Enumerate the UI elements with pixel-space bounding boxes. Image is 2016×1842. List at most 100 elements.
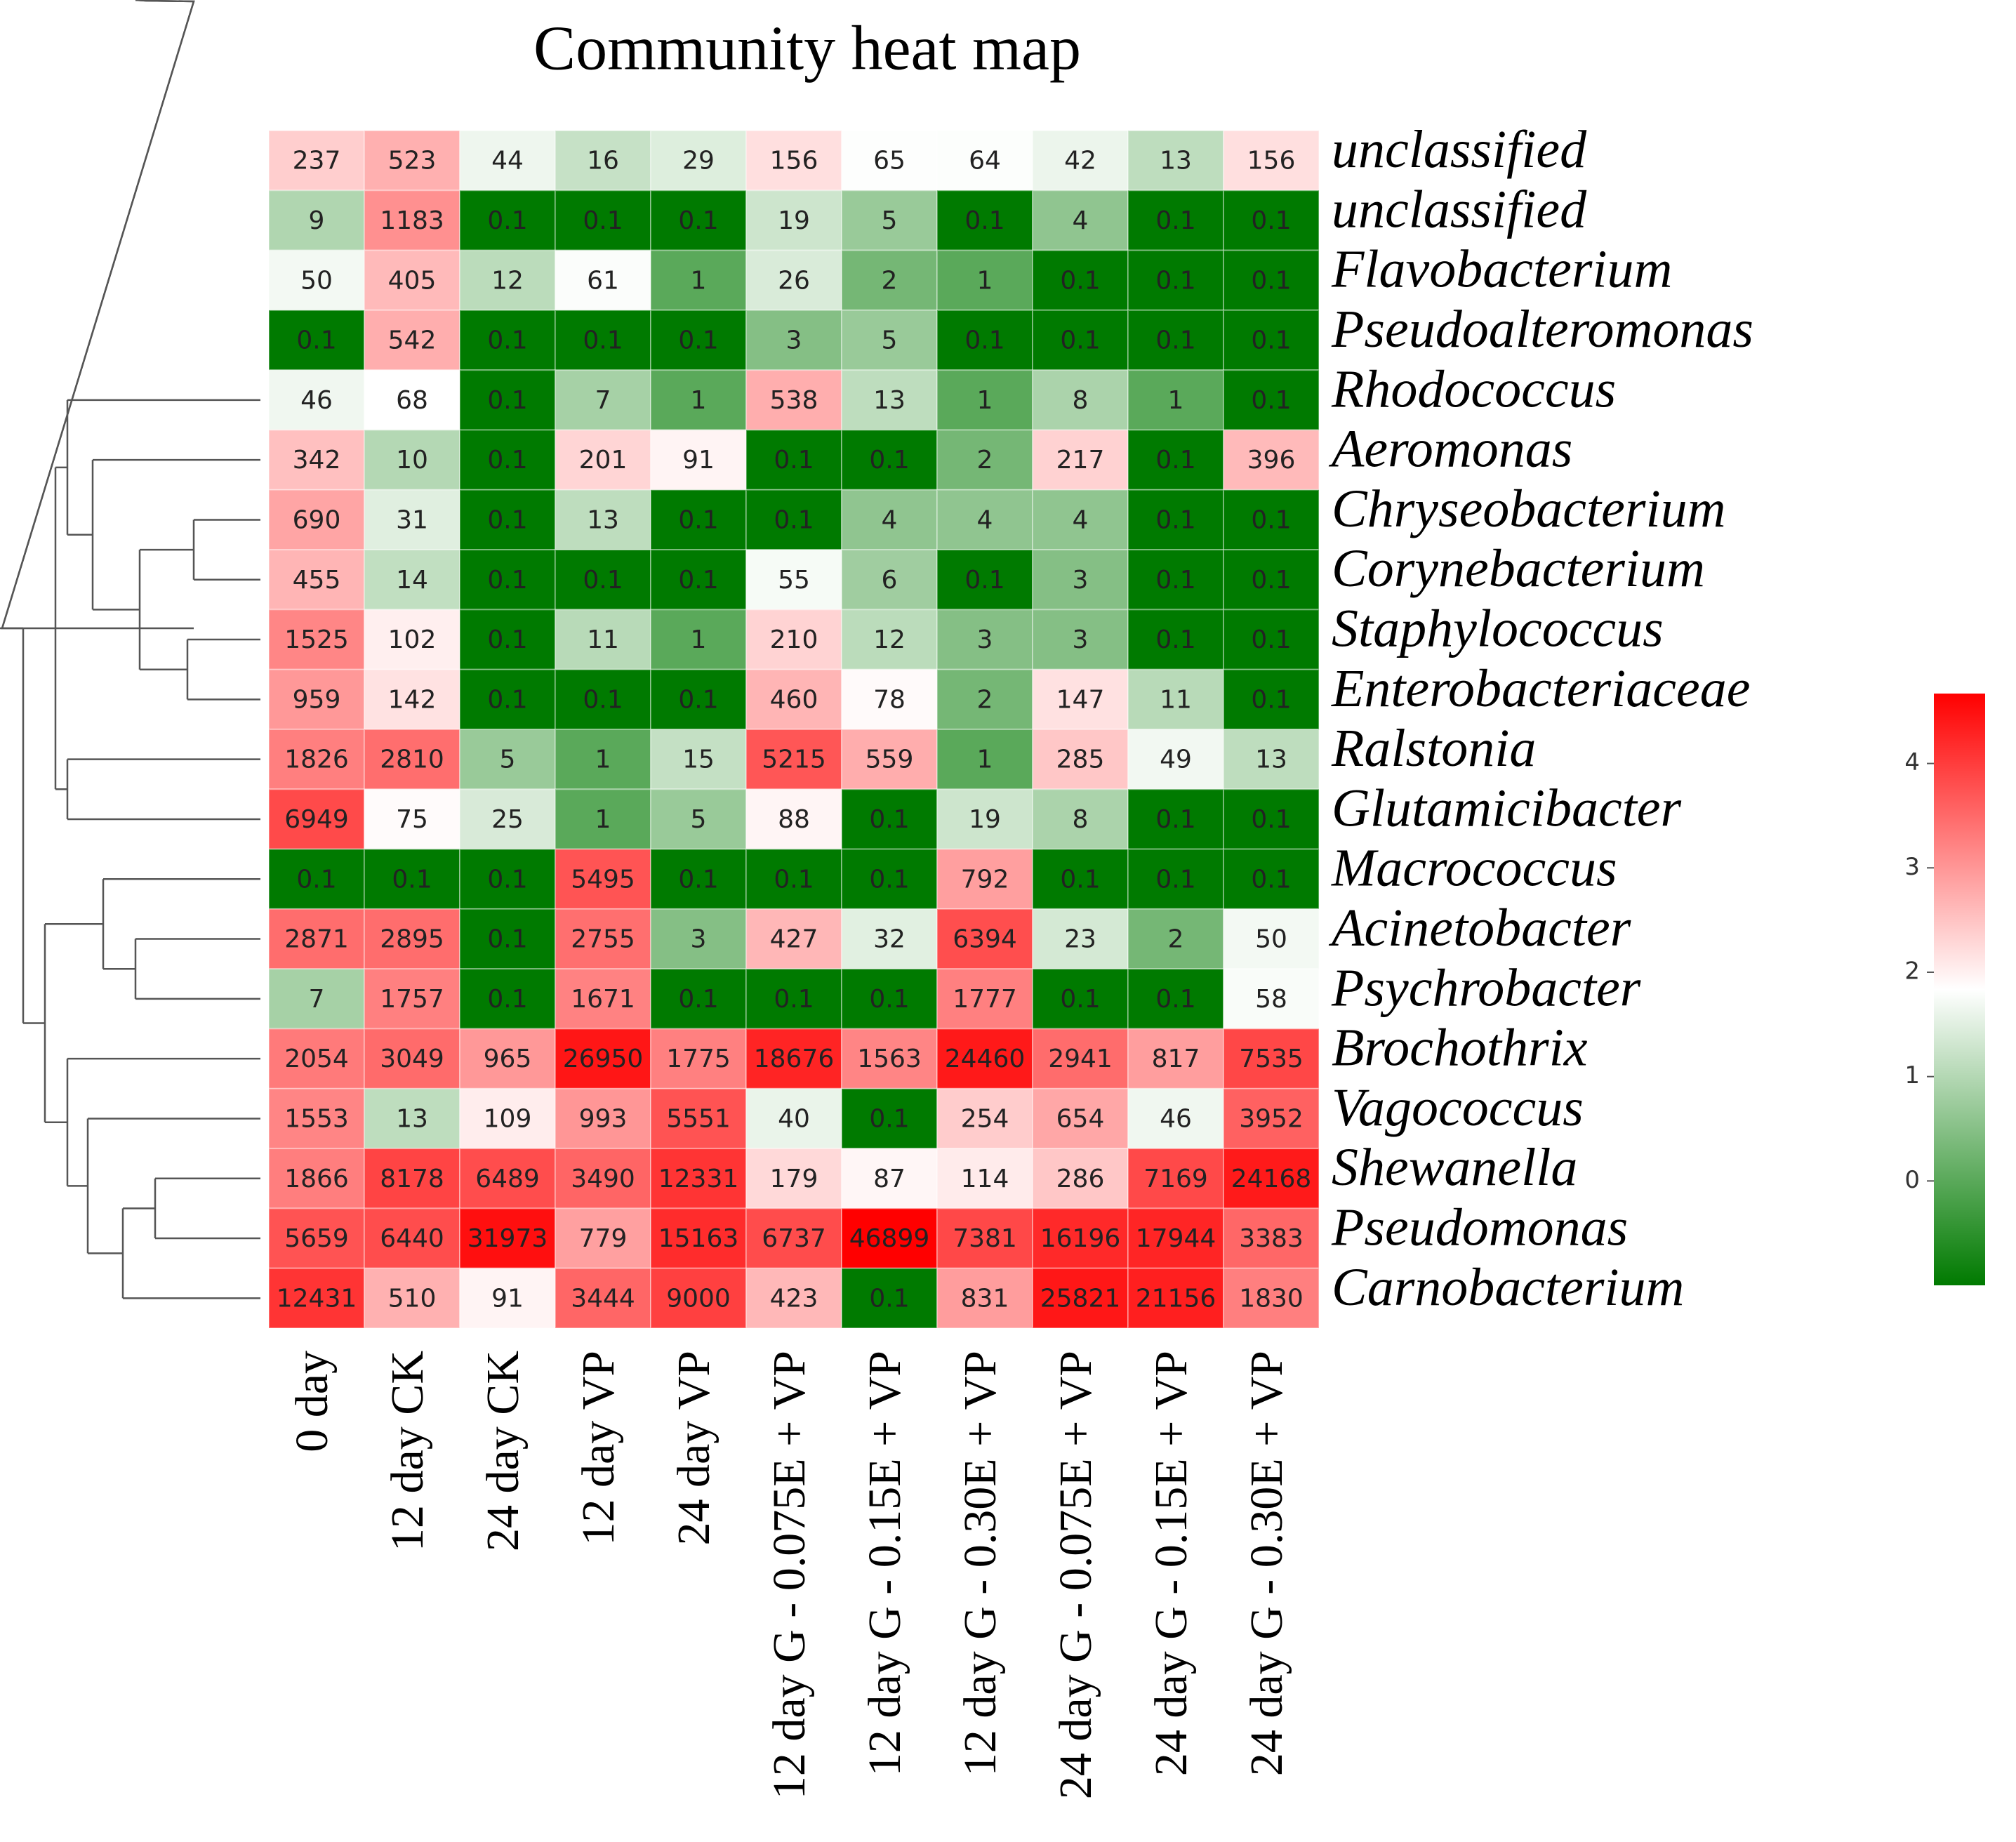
heat-cell (745, 908, 842, 970)
cell-value: 88 (778, 805, 810, 834)
cell-value: 2871 (284, 925, 349, 954)
cell-value: 0.1 (487, 925, 527, 954)
cell-value: 0.1 (1155, 326, 1195, 355)
heat-cell (1127, 489, 1224, 551)
cell-value: 91 (682, 446, 715, 475)
cell-value: 75 (396, 805, 428, 834)
heat-cell (1127, 190, 1224, 251)
heat-cell (650, 369, 747, 431)
cell-value: 0.1 (774, 985, 814, 1014)
column-label: 24 day VP (668, 1351, 719, 1545)
cell-value: 16196 (1040, 1224, 1121, 1253)
cell-value: 55 (778, 566, 810, 595)
column-label: 24 day G - 0.075E + VP (1050, 1351, 1101, 1799)
heat-cell (841, 130, 938, 192)
cell-value: 201 (579, 446, 628, 475)
cell-value: 2895 (380, 925, 444, 954)
heat-cell (1127, 788, 1224, 850)
cell-value: 654 (1056, 1104, 1105, 1133)
cell-value: 817 (1152, 1045, 1200, 1073)
heat-cell (745, 788, 842, 850)
heat-cell (1127, 609, 1224, 670)
cell-value: 6394 (953, 925, 1017, 954)
heat-cell (1127, 1148, 1224, 1210)
cell-value: 24460 (945, 1045, 1026, 1073)
row-label: Psychrobacter (1331, 958, 1641, 1017)
chart-title: Community heat map (533, 14, 1081, 84)
cell-value: 19 (969, 805, 1001, 834)
cell-value: 31 (396, 505, 428, 534)
heat-cell (555, 130, 651, 192)
cell-value: 46 (300, 386, 333, 415)
cell-value: 0.1 (678, 865, 718, 894)
cell-value: 405 (388, 266, 437, 295)
cell-value: 11 (1160, 685, 1192, 714)
cell-value: 25 (491, 805, 524, 834)
cell-value: 3490 (571, 1165, 635, 1193)
cell-value: 50 (1255, 925, 1287, 954)
cell-value: 156 (1247, 147, 1296, 175)
heat-cell (1127, 309, 1224, 371)
heat-cell (1032, 729, 1129, 790)
cell-value: 427 (770, 925, 818, 954)
cell-value: 0.1 (1251, 206, 1291, 235)
cell-value: 7535 (1239, 1045, 1304, 1073)
heat-cell (1032, 489, 1129, 551)
row-label: unclassified (1332, 120, 1587, 179)
cell-value: 1 (977, 266, 993, 295)
cell-value: 0.1 (1251, 505, 1291, 534)
cell-value: 0.1 (964, 566, 1004, 595)
cell-value: 12 (873, 625, 906, 654)
heat-cell (364, 369, 460, 431)
cell-value: 26 (778, 266, 810, 295)
cell-value: 0.1 (774, 505, 814, 534)
heat-cell (555, 729, 651, 790)
heat-cell (650, 848, 747, 910)
cell-value: 5 (882, 326, 898, 355)
heat-cell (1223, 788, 1320, 850)
cell-value: 0.1 (1155, 625, 1195, 654)
row-label: Vagococcus (1332, 1078, 1584, 1137)
cell-value: 0.1 (1155, 805, 1195, 834)
heat-cell (268, 309, 365, 371)
dendrogram (0, 0, 260, 1299)
cell-value: 50 (300, 266, 333, 295)
heat-cell (841, 788, 938, 850)
heat-cell (364, 489, 460, 551)
cell-value: 0.1 (583, 326, 623, 355)
cell-value: 396 (1247, 446, 1296, 475)
cell-value: 523 (388, 147, 437, 175)
cell-value: 0.1 (1155, 505, 1195, 534)
heat-cell (268, 549, 365, 611)
column-label: 24 day G - 0.30E + VP (1241, 1351, 1292, 1776)
heat-cell (841, 309, 938, 371)
heat-cell (364, 249, 460, 311)
cell-value: 0.1 (964, 206, 1004, 235)
cell-value: 1777 (953, 985, 1017, 1014)
heat-cell (745, 249, 842, 311)
cell-value: 0.1 (583, 685, 623, 714)
cell-value: 1563 (857, 1045, 922, 1073)
cell-value: 0.1 (392, 865, 432, 894)
heat-cell (650, 549, 747, 611)
heat-cell (1032, 549, 1129, 611)
cell-value: 792 (961, 865, 1009, 894)
cell-value: 538 (770, 386, 818, 415)
cell-value: 15163 (658, 1224, 739, 1253)
heat-cell (1127, 1267, 1224, 1329)
heat-cell (268, 968, 365, 1030)
cell-value: 109 (484, 1104, 532, 1133)
cell-value: 0.1 (869, 805, 909, 834)
cell-value: 0.1 (678, 685, 718, 714)
cell-value: 1 (595, 805, 611, 834)
row-label: unclassified (1332, 180, 1587, 239)
cell-value: 102 (388, 625, 437, 654)
cell-value: 342 (293, 446, 341, 475)
cell-value: 1775 (666, 1045, 731, 1073)
cell-value: 8 (1073, 386, 1089, 415)
cell-value: 0.1 (1060, 266, 1100, 295)
heat-cell (268, 1087, 365, 1150)
column-label: 12 day G - 0.30E + VP (955, 1351, 1006, 1776)
cell-value: 965 (484, 1045, 532, 1073)
cell-value: 0.1 (1155, 266, 1195, 295)
